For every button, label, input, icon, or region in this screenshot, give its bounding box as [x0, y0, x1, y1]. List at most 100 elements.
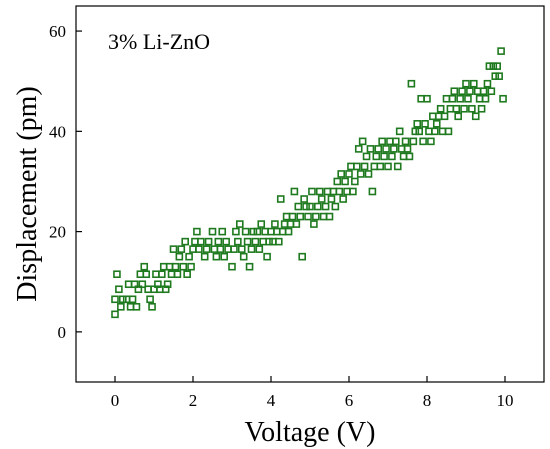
data-point	[471, 112, 480, 121]
data-point	[460, 104, 468, 113]
data-point	[497, 47, 505, 55]
data-point	[495, 72, 503, 80]
data-point	[489, 62, 498, 70]
data-point	[117, 302, 125, 311]
data-point	[148, 302, 156, 311]
data-point	[479, 87, 488, 96]
data-point	[333, 177, 342, 186]
data-point	[134, 285, 143, 294]
data-point	[423, 94, 431, 103]
data-point	[352, 162, 361, 171]
data-point	[458, 87, 466, 96]
data-point	[372, 152, 381, 161]
data-point	[485, 62, 494, 70]
data-point	[173, 270, 182, 279]
data-point	[228, 262, 236, 271]
data-point	[313, 202, 322, 211]
data-point	[331, 202, 340, 211]
data-point	[251, 237, 260, 246]
x-tick-label: 4	[267, 391, 276, 410]
data-point	[239, 252, 248, 261]
data-point	[200, 252, 209, 261]
data-point	[312, 212, 320, 221]
data-point	[236, 220, 244, 228]
data-point	[220, 252, 228, 261]
data-point	[300, 195, 308, 203]
data-point	[257, 220, 266, 228]
data-point	[421, 120, 429, 128]
data-point	[448, 94, 457, 103]
x-axis-label: Voltage (V)	[245, 417, 376, 448]
axis-ticks: 0 2 4 6 8 10 0 20 40 60	[49, 22, 514, 410]
data-point	[405, 152, 414, 161]
data-point	[487, 87, 496, 96]
data-point	[128, 295, 137, 304]
data-point	[179, 262, 188, 271]
data-point	[493, 62, 502, 70]
data-point	[265, 237, 273, 246]
data-point	[409, 137, 418, 146]
data-point	[481, 94, 490, 103]
y-tick-label: 20	[49, 223, 66, 242]
data-point	[302, 202, 310, 211]
x-tick-label: 8	[423, 391, 432, 410]
data-point	[411, 127, 420, 136]
data-point	[368, 187, 377, 196]
data-point	[276, 195, 285, 203]
data-point	[317, 195, 326, 203]
data-point	[364, 170, 373, 178]
data-point	[360, 162, 369, 171]
data-point	[296, 212, 305, 221]
data-point	[288, 212, 297, 221]
data-point	[234, 237, 242, 246]
data-point	[171, 262, 180, 271]
data-point	[304, 212, 312, 221]
data-point	[427, 137, 435, 146]
data-point	[308, 187, 316, 196]
data-point	[315, 187, 324, 196]
data-point	[161, 285, 170, 294]
data-point	[430, 127, 439, 136]
data-point	[181, 237, 189, 246]
x-tick-label: 10	[497, 391, 514, 410]
data-point	[187, 262, 195, 271]
data-point	[306, 202, 314, 211]
data-point	[222, 237, 230, 246]
data-point	[111, 295, 119, 304]
data-point	[327, 195, 336, 203]
data-point	[169, 245, 178, 253]
x-tick-label: 6	[345, 391, 354, 410]
data-point	[390, 145, 398, 153]
data-point	[384, 162, 392, 171]
data-point	[202, 245, 211, 253]
data-point	[466, 87, 474, 96]
data-point	[185, 252, 193, 261]
plot-frame	[75, 5, 545, 383]
y-tick-label: 60	[49, 22, 66, 41]
data-point	[382, 145, 390, 153]
data-point	[111, 310, 119, 319]
data-point	[119, 295, 127, 304]
data-point	[154, 280, 162, 289]
data-point	[115, 285, 123, 294]
data-point	[263, 252, 271, 261]
data-point	[407, 79, 416, 88]
chart-annotation: 3% Li-ZnO	[108, 29, 210, 54]
data-point	[456, 94, 464, 103]
data-point	[216, 245, 225, 253]
data-point	[113, 270, 121, 279]
data-point	[419, 137, 427, 146]
data-point	[452, 104, 461, 113]
data-point	[376, 162, 385, 171]
data-point	[454, 112, 463, 121]
data-point	[294, 202, 303, 211]
data-point	[177, 245, 186, 253]
data-point	[462, 79, 470, 88]
data-point	[395, 127, 404, 136]
data-point	[132, 302, 141, 311]
data-point	[358, 137, 367, 146]
data-point	[499, 94, 507, 103]
data-point	[298, 252, 307, 261]
